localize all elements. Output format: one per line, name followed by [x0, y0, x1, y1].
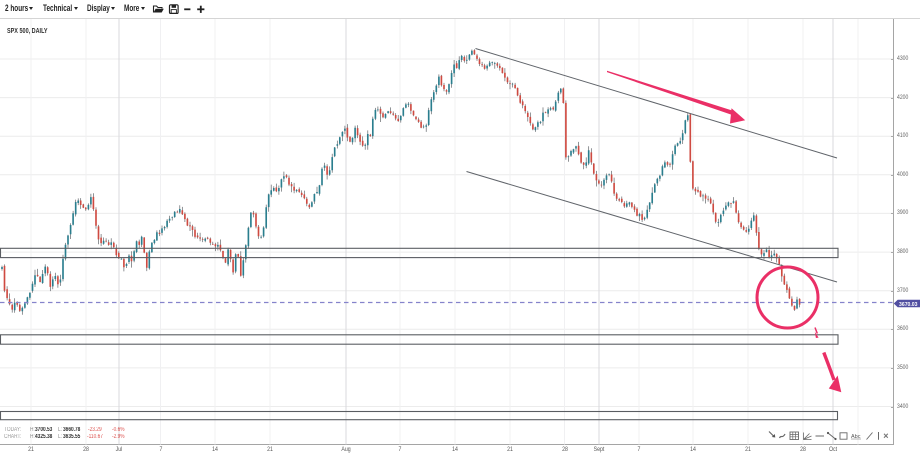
svg-text:Abc: Abc [851, 433, 861, 439]
svg-text:3670.03: 3670.03 [899, 302, 918, 308]
